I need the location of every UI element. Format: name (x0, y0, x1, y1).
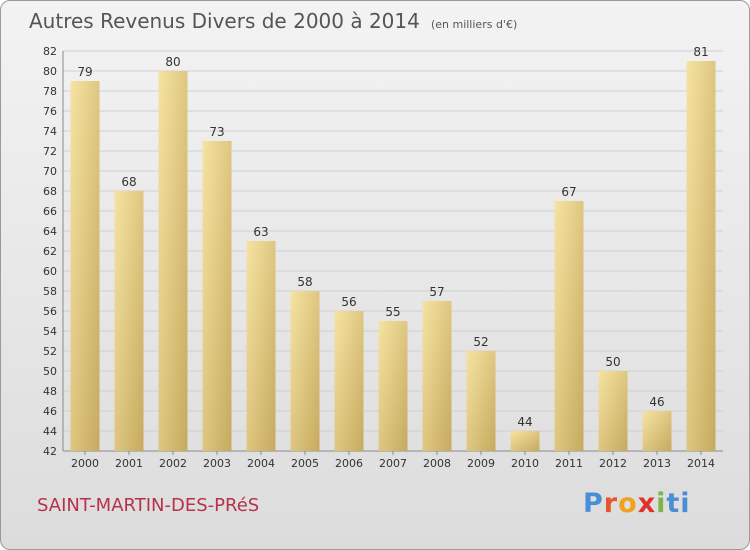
bar-value-label: 67 (561, 185, 576, 199)
bar (466, 351, 496, 451)
bar (378, 321, 408, 451)
bar-value-label: 58 (297, 275, 312, 289)
labels: 42 44 46 48 50 52 54 56 58 60 62 64 66 68 70 72 74 76 78 80… (43, 45, 715, 470)
y-tick-label: 66 (43, 205, 57, 218)
bar (510, 431, 540, 451)
bar-value-label: 81 (693, 45, 708, 59)
y-tick-label: 78 (43, 85, 57, 98)
bar-value-label: 73 (209, 125, 224, 139)
chart-title: Autres Revenus Divers de 2000 à 2014 (29, 9, 420, 33)
x-tick-label: 2007 (379, 457, 407, 470)
y-tick-label: 70 (43, 165, 57, 178)
y-tick-label: 72 (43, 145, 57, 158)
bar (642, 411, 672, 451)
y-tick-label: 60 (43, 265, 57, 278)
bar (554, 201, 584, 451)
x-tick-label: 2006 (335, 457, 363, 470)
bar (70, 81, 100, 451)
bar (202, 141, 232, 451)
y-tick-label: 52 (43, 345, 57, 358)
bar-value-label: 63 (253, 225, 268, 239)
x-tick-label: 2009 (467, 457, 495, 470)
bar-value-label: 56 (341, 295, 356, 309)
y-tick-label: 58 (43, 285, 57, 298)
y-tick-label: 44 (43, 425, 57, 438)
x-tick-label: 2003 (203, 457, 231, 470)
y-tick-label: 46 (43, 405, 57, 418)
bar-value-label: 52 (473, 335, 488, 349)
bar (114, 191, 144, 451)
bar-value-label: 68 (121, 175, 136, 189)
proxiti-logo: Proxiti (583, 488, 691, 519)
bar-value-label: 80 (165, 55, 180, 69)
bar-value-label: 57 (429, 285, 444, 299)
bar (686, 61, 716, 451)
y-tick-label: 62 (43, 245, 57, 258)
bar (422, 301, 452, 451)
y-tick-label: 64 (43, 225, 57, 238)
bar-value-label: 55 (385, 305, 400, 319)
bar-value-label: 44 (517, 415, 532, 429)
chart-title-block: Autres Revenus Divers de 2000 à 2014 (en… (29, 9, 517, 33)
x-tick-label: 2001 (115, 457, 143, 470)
y-tick-label: 54 (43, 325, 57, 338)
x-tick-label: 2002 (159, 457, 187, 470)
x-tick-label: 2008 (423, 457, 451, 470)
x-tick-label: 2010 (511, 457, 539, 470)
y-tick-label: 76 (43, 105, 57, 118)
y-tick-label: 48 (43, 385, 57, 398)
y-tick-label: 80 (43, 65, 57, 78)
bar-value-label: 46 (649, 395, 664, 409)
y-tick-label: 74 (43, 125, 57, 138)
x-tick-label: 2005 (291, 457, 319, 470)
x-tick-label: 2011 (555, 457, 583, 470)
x-tick-label: 2013 (643, 457, 671, 470)
bar (290, 291, 320, 451)
y-tick-label: 42 (43, 445, 57, 458)
chart-subtitle: (en milliers d'€) (430, 18, 518, 31)
y-tick-label: 82 (43, 45, 57, 58)
y-tick-label: 50 (43, 365, 57, 378)
bar (334, 311, 364, 451)
commune-name: SAINT-MARTIN-DES-PRéS (37, 495, 260, 516)
bar (598, 371, 628, 451)
x-tick-label: 2004 (247, 457, 275, 470)
bar-value-label: 50 (605, 355, 620, 369)
y-tick-label: 56 (43, 305, 57, 318)
x-tick-label: 2012 (599, 457, 627, 470)
bar (158, 71, 188, 451)
x-tick-label: 2000 (71, 457, 99, 470)
bar-value-label: 79 (77, 65, 92, 79)
bar (246, 241, 276, 451)
y-tick-label: 68 (43, 185, 57, 198)
x-tick-label: 2014 (687, 457, 715, 470)
bars (70, 61, 716, 451)
